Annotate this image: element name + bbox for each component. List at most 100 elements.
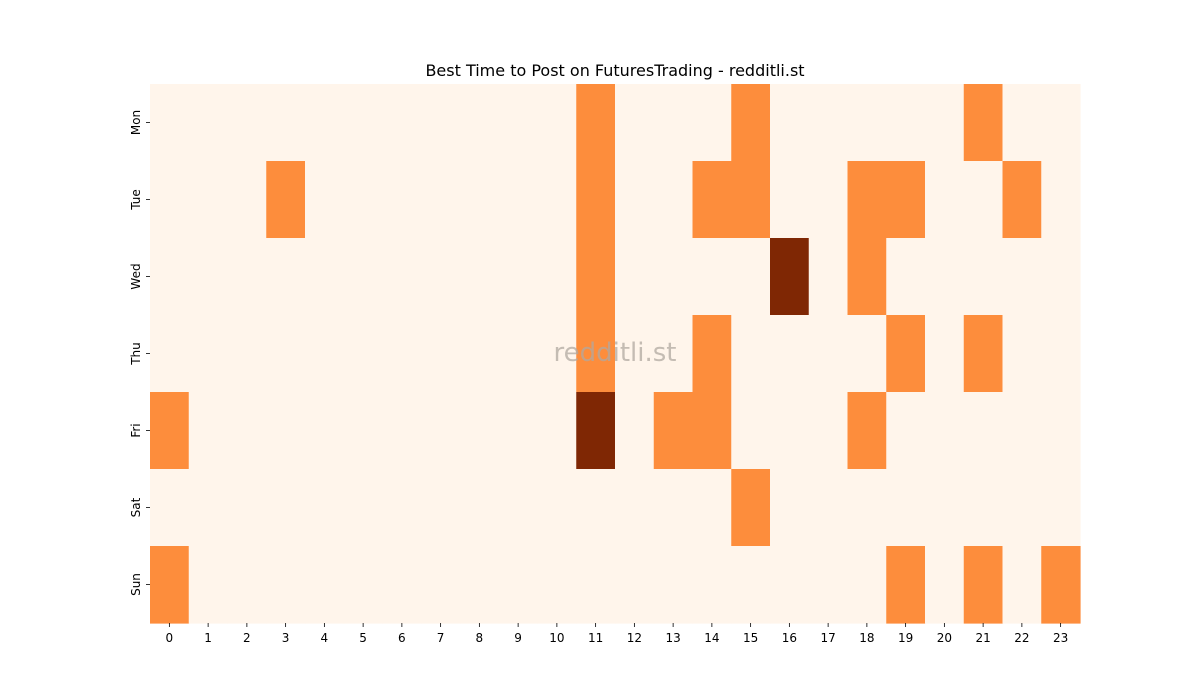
heatmap-cell-wed-2 — [227, 238, 267, 316]
heatmap-cell-fri-22 — [1002, 392, 1042, 470]
x-tick-label: 15 — [743, 631, 758, 645]
heatmap-cell-fri-15 — [731, 392, 771, 470]
heatmap-cell-fri-21 — [963, 392, 1004, 470]
heatmap-cell-sun-1 — [188, 546, 229, 624]
heatmap-cell-sun-5 — [343, 546, 384, 624]
y-tick-label: Mon — [129, 110, 143, 135]
heatmap-cell-fri-2 — [227, 392, 267, 470]
heatmap-cell-thu-5 — [343, 315, 384, 393]
x-tick-label: 3 — [282, 631, 290, 645]
heatmap-cell-fri-23 — [1041, 392, 1081, 470]
heatmap-cell-tue-4 — [305, 161, 345, 239]
heatmap-cell-wed-4 — [305, 238, 345, 316]
heatmap-cell-tue-14 — [692, 161, 732, 239]
heatmap-cell-wed-12 — [615, 238, 655, 316]
heatmap-cell-thu-13 — [653, 315, 694, 393]
x-tick-label: 0 — [166, 631, 174, 645]
heatmap-cell-sat-23 — [1041, 469, 1081, 547]
heatmap-cell-tue-5 — [343, 161, 384, 239]
chart-title: Best Time to Post on FuturesTrading - re… — [425, 61, 804, 80]
heatmap-cell-wed-23 — [1041, 238, 1081, 316]
heatmap-cell-tue-3 — [266, 161, 306, 239]
heatmap-cell-wed-3 — [266, 238, 306, 316]
heatmap-cell-tue-23 — [1041, 161, 1081, 239]
heatmap-cell-tue-18 — [847, 161, 887, 239]
heatmap-cell-mon-11 — [576, 84, 616, 162]
heatmap-cell-sun-23 — [1041, 546, 1081, 624]
heatmap-cell-sat-11 — [576, 469, 616, 547]
y-tick-label: Tue — [129, 189, 143, 211]
x-tick-label: 21 — [975, 631, 990, 645]
heatmap-cell-mon-22 — [1002, 84, 1042, 162]
y-axis-ticks: Mon Tue Wed Thu Fri Sat Sun — [129, 110, 150, 596]
heatmap-cell-thu-21 — [963, 315, 1004, 393]
heatmap-cell-sat-19 — [886, 469, 926, 547]
heatmap-cell-tue-6 — [382, 161, 422, 239]
x-tick-label: 19 — [898, 631, 913, 645]
heatmap-cell-fri-4 — [305, 392, 345, 470]
heatmap-cell-thu-17 — [808, 315, 849, 393]
heatmap-cell-sun-22 — [1002, 546, 1042, 624]
heatmap-cell-fri-0 — [150, 392, 190, 470]
heatmap-cell-mon-14 — [692, 84, 732, 162]
heatmap-cell-fri-12 — [615, 392, 655, 470]
heatmap-cell-thu-1 — [188, 315, 229, 393]
heatmap-cell-mon-21 — [963, 84, 1004, 162]
x-tick-label: 1 — [204, 631, 212, 645]
x-tick-label: 18 — [859, 631, 874, 645]
heatmap-cell-sat-20 — [925, 469, 965, 547]
heatmap-cell-mon-10 — [537, 84, 577, 162]
heatmap-cell-thu-8 — [460, 315, 500, 393]
heatmap-cell-sun-21 — [963, 546, 1004, 624]
x-tick-label: 10 — [549, 631, 564, 645]
heatmap-cell-mon-17 — [808, 84, 849, 162]
x-tick-label: 11 — [588, 631, 603, 645]
heatmap-cell-tue-19 — [886, 161, 926, 239]
heatmap-cell-thu-7 — [421, 315, 461, 393]
heatmap-cell-fri-9 — [498, 392, 539, 470]
heatmap-cell-fri-5 — [343, 392, 384, 470]
heatmap-cell-thu-15 — [731, 315, 771, 393]
heatmap-cell-sat-0 — [150, 469, 190, 547]
heatmap-cell-sat-1 — [188, 469, 229, 547]
heatmap-cell-mon-2 — [227, 84, 267, 162]
heatmap-cell-sun-4 — [305, 546, 345, 624]
heatmap-cell-sun-2 — [227, 546, 267, 624]
heatmap-cell-sat-12 — [615, 469, 655, 547]
x-axis-ticks: 0 1 2 3 4 5 6 7 8 9 10 11 12 13 14 15 16 17 18 19 20 21 22 23 — [166, 623, 1068, 645]
heatmap-cell-sun-0 — [150, 546, 190, 624]
heatmap-cell-wed-5 — [343, 238, 384, 316]
heatmap-cell-sat-15 — [731, 469, 771, 547]
heatmap-cell-thu-3 — [266, 315, 306, 393]
x-tick-label: 17 — [820, 631, 835, 645]
x-tick-label: 16 — [782, 631, 797, 645]
x-tick-label: 8 — [476, 631, 484, 645]
heatmap-cell-sun-3 — [266, 546, 306, 624]
heatmap-cell-tue-17 — [808, 161, 849, 239]
heatmap-cell-sun-11 — [576, 546, 616, 624]
heatmap-cell-wed-8 — [460, 238, 500, 316]
heatmap-cell-wed-18 — [847, 238, 887, 316]
x-tick-label: 14 — [704, 631, 719, 645]
heatmap-cell-wed-14 — [692, 238, 732, 316]
x-tick-label: 7 — [437, 631, 445, 645]
heatmap-cell-wed-13 — [653, 238, 694, 316]
heatmap-cell-fri-7 — [421, 392, 461, 470]
heatmap-cell-fri-6 — [382, 392, 422, 470]
heatmap-cell-fri-17 — [808, 392, 849, 470]
heatmap-cell-thu-2 — [227, 315, 267, 393]
heatmap-cell-tue-8 — [460, 161, 500, 239]
heatmap-cell-wed-15 — [731, 238, 771, 316]
heatmap-cell-mon-4 — [305, 84, 345, 162]
heatmap-cell-wed-20 — [925, 238, 965, 316]
heatmap-cell-thu-14 — [692, 315, 732, 393]
heatmap-cell-sat-16 — [770, 469, 810, 547]
heatmap-cell-sat-22 — [1002, 469, 1042, 547]
heatmap-cell-fri-1 — [188, 392, 229, 470]
heatmap-cell-sat-4 — [305, 469, 345, 547]
heatmap-cell-thu-18 — [847, 315, 887, 393]
heatmap-cell-tue-16 — [770, 161, 810, 239]
heatmap-cell-mon-15 — [731, 84, 771, 162]
heatmap-cell-wed-11 — [576, 238, 616, 316]
heatmap-cell-tue-1 — [188, 161, 229, 239]
